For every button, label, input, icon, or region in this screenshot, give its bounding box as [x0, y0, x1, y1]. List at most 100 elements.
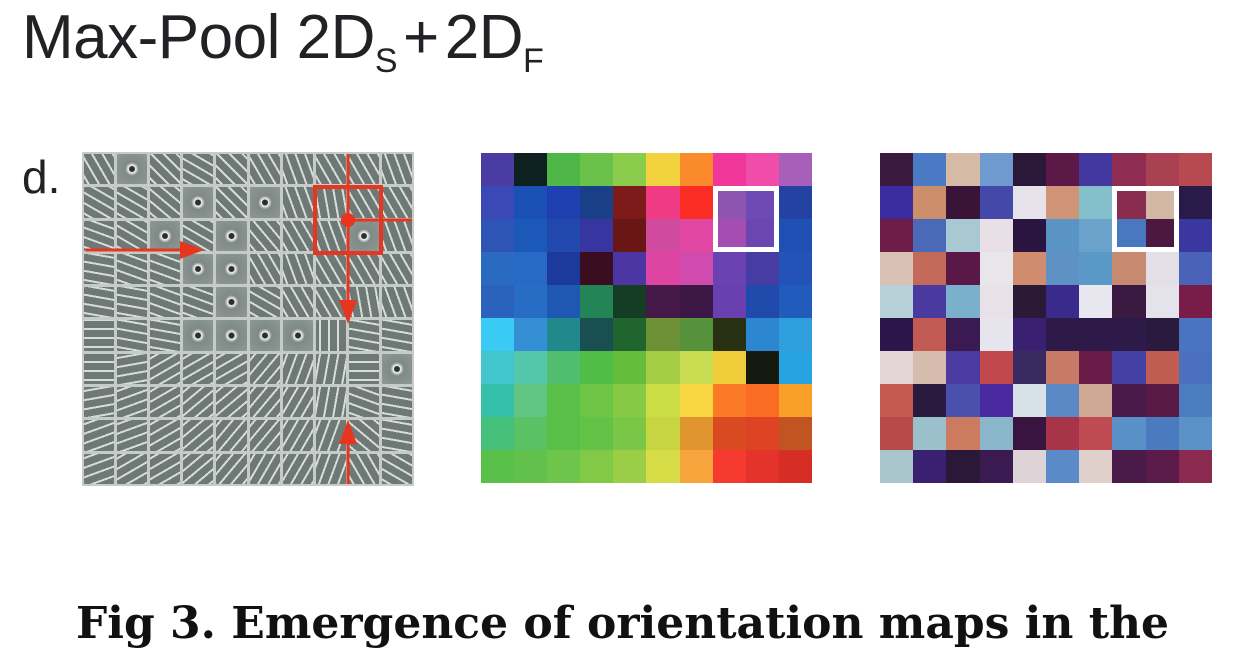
- scrambled-map-cell: [1046, 450, 1080, 483]
- filter-patch: [117, 287, 148, 318]
- filter-patch: [84, 187, 115, 218]
- filter-patch: [84, 154, 115, 185]
- scrambled-map-cell: [1046, 384, 1080, 417]
- orientation-map-cell: [778, 450, 812, 483]
- filter-patch: [216, 253, 247, 285]
- scrambled-map-cell: [1145, 318, 1179, 351]
- orientation-map-cell: [481, 186, 515, 219]
- scrambled-map-cell: [1145, 186, 1179, 219]
- orientation-map-cell: [745, 285, 779, 318]
- filter-patch: [117, 253, 148, 285]
- filter-patch: [282, 187, 313, 218]
- scrambled-map-cell: [979, 417, 1013, 450]
- filter-patch: [216, 353, 247, 385]
- figure-caption: Fig 3. Emergence of orientation maps in …: [76, 598, 1170, 649]
- filter-patch: [315, 154, 346, 185]
- orientation-map-cell: [745, 219, 779, 252]
- filter-patch: [117, 220, 148, 251]
- orientation-map-cell: [547, 186, 581, 219]
- scrambled-map-cell: [946, 219, 980, 252]
- scrambled-map-cell: [946, 153, 980, 186]
- scrambled-map-cell: [1079, 450, 1113, 483]
- orientation-map-cell: [547, 219, 581, 252]
- orientation-map-cell: [547, 252, 581, 285]
- filter-patch: [315, 387, 346, 418]
- orientation-map-cell: [679, 186, 713, 219]
- scrambled-map-cell: [1046, 219, 1080, 252]
- filter-patch: [216, 154, 247, 185]
- scrambled-map-cell: [1178, 186, 1212, 219]
- orientation-map-cell: [712, 351, 746, 384]
- filter-patch: [249, 420, 280, 451]
- orientation-map-cell: [514, 351, 548, 384]
- orientation-map-cell: [613, 450, 647, 483]
- scrambled-map-cell: [946, 384, 980, 417]
- orientation-map-cell: [613, 219, 647, 252]
- filter-patch: [216, 453, 247, 484]
- scrambled-map-cell: [1112, 186, 1146, 219]
- scrambled-map-cell: [880, 417, 914, 450]
- scrambled-map-cell: [1112, 219, 1146, 252]
- filter-patch: [183, 420, 214, 451]
- filter-patch: [117, 453, 148, 484]
- scrambled-map-cell: [880, 450, 914, 483]
- scrambled-map-cell: [1112, 153, 1146, 186]
- scrambled-map-cell: [880, 153, 914, 186]
- filter-patch: [84, 453, 115, 484]
- filter-patch: [117, 387, 148, 418]
- scrambled-map-cell: [946, 318, 980, 351]
- scrambled-map-cell: [913, 252, 947, 285]
- scrambled-map-cell: [1046, 417, 1080, 450]
- filter-patch: [150, 287, 181, 318]
- orientation-map-cell: [745, 417, 779, 450]
- scrambled-map-cell: [979, 351, 1013, 384]
- orientation-map-cell: [679, 318, 713, 351]
- orientation-map-cell: [712, 186, 746, 219]
- filter-patch: [117, 420, 148, 451]
- filter-patch: [150, 387, 181, 418]
- filter-patch: [282, 287, 313, 318]
- orientation-map-cell: [547, 351, 581, 384]
- orientation-map-cell: [514, 153, 548, 186]
- orientation-map-cell: [679, 285, 713, 318]
- filter-patch: [249, 353, 280, 385]
- orientation-map-cell: [646, 384, 680, 417]
- orientation-map-cell: [712, 153, 746, 186]
- scrambled-map-cell: [1012, 219, 1046, 252]
- orientation-map-cell: [613, 417, 647, 450]
- filter-patch: [183, 387, 214, 418]
- filter-patch: [315, 453, 346, 484]
- figure-title: Max-Pool 2DS+2DF: [22, 2, 544, 80]
- title-main: Max-Pool 2D: [22, 3, 375, 72]
- filter-patch: [282, 353, 313, 385]
- filter-patch: [282, 253, 313, 285]
- title-subscript-f: F: [523, 42, 544, 80]
- scrambled-map-cell: [1046, 285, 1080, 318]
- orientation-map-cell: [646, 450, 680, 483]
- scrambled-map-cell: [880, 318, 914, 351]
- scrambled-map-cell: [1079, 219, 1113, 252]
- scrambled-map-cell: [913, 186, 947, 219]
- orientation-map-cell: [778, 153, 812, 186]
- orientation-map-cell: [514, 186, 548, 219]
- scrambled-map-cell: [979, 285, 1013, 318]
- scrambled-map-cell: [979, 450, 1013, 483]
- orientation-map-cell: [580, 285, 614, 318]
- orientation-map-cell: [745, 351, 779, 384]
- filter-patch: [150, 320, 181, 351]
- orientation-map-cell: [613, 384, 647, 417]
- orientation-map-cell: [481, 450, 515, 483]
- scrambled-map-cell: [979, 384, 1013, 417]
- filter-patch: [150, 253, 181, 285]
- filter-patch: [249, 154, 280, 185]
- filter-patch: [348, 353, 379, 385]
- scrambled-map-cell: [1178, 285, 1212, 318]
- orientation-map-cell: [646, 252, 680, 285]
- filter-patch: [315, 353, 346, 385]
- orientation-map-cell: [514, 417, 548, 450]
- filter-patch: [183, 453, 214, 484]
- filter-patch: [315, 187, 346, 218]
- orientation-map-cell: [547, 417, 581, 450]
- filter-patch: [216, 420, 247, 451]
- scrambled-map-cell: [979, 219, 1013, 252]
